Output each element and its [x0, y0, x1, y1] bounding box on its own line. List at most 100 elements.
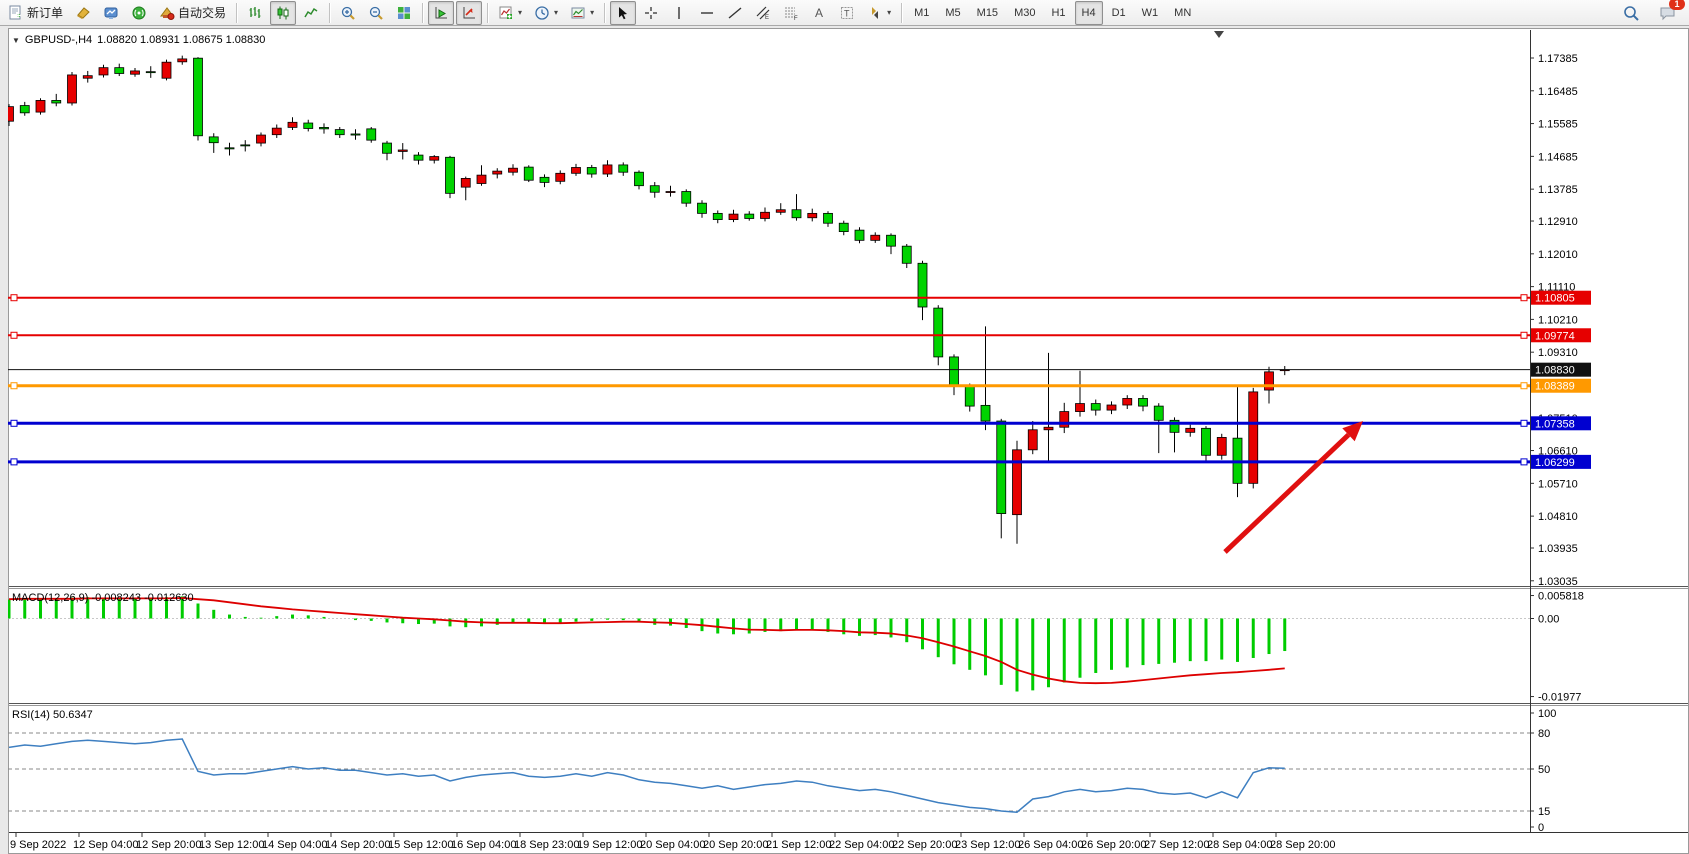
toolbar-btn-auto-scroll[interactable]: [428, 0, 455, 25]
toolbar-separator: [422, 2, 424, 23]
price-badge-1.10805: [1531, 290, 1591, 305]
toolbar-btn-tf-w1[interactable]: W1: [1135, 1, 1166, 25]
price-badge-label: 1.08830: [1535, 365, 1575, 377]
time-axis-label: 26 Sep 20:00: [1081, 839, 1146, 851]
toolbar-btn-search[interactable]: [1618, 1, 1644, 25]
toolbar-btn-chart-shift[interactable]: [456, 0, 483, 25]
time-axis-label: 14 Sep 20:00: [325, 839, 390, 851]
toolbar-btn-eraser[interactable]: [70, 1, 96, 25]
toolbar-btn-signal[interactable]: [126, 1, 152, 25]
candle: [193, 57, 203, 137]
rsi-axis-label: 80: [1538, 728, 1550, 740]
time-axis-label: 16 Sep 04:00: [451, 839, 516, 851]
toolbar-btn-chat[interactable]: 1: [1654, 0, 1685, 25]
toolbar-btn-tf-m1[interactable]: M1: [907, 1, 936, 25]
toolbar-btn-tf-h4[interactable]: H4: [1074, 0, 1103, 25]
text-icon: A: [811, 5, 827, 21]
toolbar-btn-trendline[interactable]: [722, 1, 748, 25]
time-axis-label: 28 Sep 04:00: [1207, 839, 1272, 851]
candle: [145, 71, 156, 74]
zoom-in-icon: [340, 5, 356, 21]
time-axis-label: 19 Sep 12:00: [577, 839, 642, 851]
candle: [224, 147, 235, 150]
candle: [51, 100, 62, 104]
toolbar-btn-arrows[interactable]: ▾: [862, 1, 896, 25]
clock-icon: [534, 5, 550, 21]
svg-text:T: T: [844, 8, 850, 18]
toolbar-btn-text-label[interactable]: T: [834, 1, 860, 25]
toolbar-btn-chart-upload[interactable]: [98, 1, 124, 25]
toolbar-btn-indicators[interactable]: ▾: [493, 1, 527, 25]
time-axis-label: 15 Sep 12:00: [388, 839, 453, 851]
toolbar-btn-crosshair[interactable]: [638, 1, 664, 25]
candle: [208, 136, 219, 144]
toolbar-btn-tf-d1[interactable]: D1: [1105, 1, 1133, 25]
candle: [397, 149, 408, 152]
toolbar-btn-tf-m5[interactable]: M5: [938, 1, 967, 25]
candle: [303, 122, 314, 129]
toolbar-btn-cursor[interactable]: [610, 0, 637, 25]
chart-canvas[interactable]: 1.17385 1.16485 1.15585 1.14685 1.13785 1.129…: [8, 28, 1689, 854]
price-badge-1.08830: [1531, 362, 1591, 377]
hline-handle[interactable]: [10, 458, 18, 466]
tile-windows-icon: [396, 5, 412, 21]
toolbar-btn-fibonacci[interactable]: F: [778, 1, 804, 25]
toolbar-btn-tf-m15[interactable]: M15: [970, 1, 1005, 25]
toolbar-btn-zoom-out[interactable]: [363, 1, 389, 25]
hline-handle[interactable]: [1520, 458, 1528, 466]
toolbar-btn-horizontal-line[interactable]: [694, 1, 720, 25]
toolbar-label-autotrade: 自动交易: [178, 6, 227, 20]
toolbar-btn-zoom-in[interactable]: [335, 1, 361, 25]
hline-handle[interactable]: [10, 419, 18, 427]
new-order-icon: [8, 5, 24, 21]
hline-handle[interactable]: [10, 331, 18, 339]
hline-handle[interactable]: [10, 382, 18, 390]
hline-handle[interactable]: [10, 294, 18, 302]
candle: [996, 420, 1007, 514]
toolbar-btn-candles[interactable]: [270, 0, 297, 25]
line-chart-icon: [303, 5, 319, 21]
toolbar-btn-templates[interactable]: ▾: [565, 1, 599, 25]
chevron-down-icon: ▾: [554, 8, 559, 17]
time-axis-label: 28 Sep 20:00: [1270, 839, 1335, 851]
toolbar-btn-autotrade[interactable]: 自动交易: [154, 1, 231, 25]
price-axis-label: 1.03935: [1538, 543, 1578, 555]
hline-handle[interactable]: [1520, 331, 1528, 339]
candle: [1075, 403, 1085, 412]
price-axis-label: 1.16485: [1538, 86, 1578, 98]
toolbar-btn-text[interactable]: A: [806, 1, 832, 25]
chart-window: 1.17385 1.16485 1.15585 1.14685 1.13785 1.129…: [8, 28, 1689, 854]
candle: [775, 209, 786, 213]
toolbar-btn-tf-h1[interactable]: H1: [1044, 1, 1072, 25]
hline-icon: [699, 5, 715, 21]
chart-shift-marker-icon[interactable]: [1214, 31, 1224, 38]
trend-arrow-head[interactable]: [1342, 421, 1363, 442]
price-axis-label: 1.15585: [1538, 119, 1578, 131]
toolbar-btn-new-order[interactable]: 新订单: [3, 1, 68, 25]
toolbar-separator: [236, 2, 238, 23]
macd-indicator-label: MACD(12,26,9) -0.008243 -0.012630: [12, 592, 194, 604]
candle: [350, 133, 361, 136]
toolbar-btn-channel[interactable]: E: [750, 1, 776, 25]
chart-upload-icon: [103, 5, 119, 21]
candle: [319, 127, 329, 130]
toolbar-btn-periods[interactable]: ▾: [529, 1, 563, 25]
candle: [665, 191, 676, 193]
toolbar-btn-line-chart[interactable]: [298, 1, 324, 25]
autotrade-icon: [159, 5, 175, 21]
toolbar-separator: [604, 2, 606, 23]
hline-handle[interactable]: [1520, 419, 1528, 427]
price-badge-label: 1.08389: [1535, 381, 1575, 393]
trend-arrow-shaft[interactable]: [1223, 432, 1351, 554]
toolbar-btn-tf-mn[interactable]: MN: [1167, 1, 1198, 25]
toolbar-btn-tile-windows[interactable]: [391, 1, 417, 25]
toolbar-label-tf-w1: W1: [1141, 6, 1159, 19]
hline-handle[interactable]: [1520, 382, 1528, 390]
symbol-dropdown-icon[interactable]: ▼: [12, 35, 20, 45]
hline-handle[interactable]: [1520, 294, 1528, 302]
toolbar-btn-bars[interactable]: [242, 1, 268, 25]
candle: [791, 209, 802, 219]
toolbar-btn-tf-m30[interactable]: M30: [1007, 1, 1042, 25]
time-axis-label: 27 Sep 12:00: [1144, 839, 1209, 851]
toolbar-btn-vertical-line[interactable]: [666, 1, 692, 25]
